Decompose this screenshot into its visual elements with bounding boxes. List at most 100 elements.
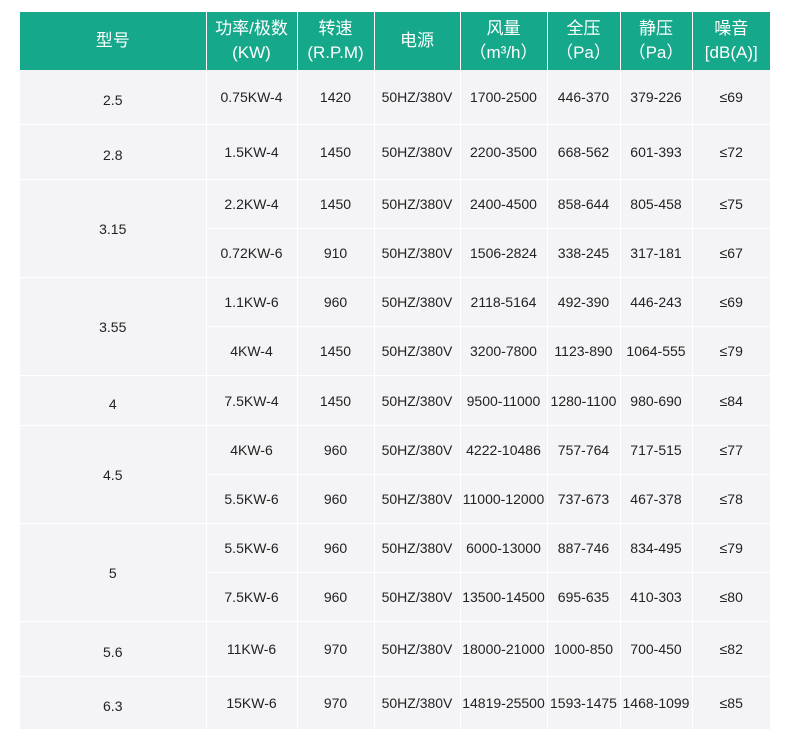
power-cell: 4KW-6 [206,425,298,475]
header-row: 型号 功率/极数 (KW) 转速 (R.P.M) 电源 风量 （m³/h） 全压… [20,12,770,70]
supply-cell: 50HZ/380V [374,676,461,730]
speed-cell: 1450 [297,179,375,229]
static-pressure-cell: 446-243 [620,277,693,327]
model-cell: 4 [20,375,207,426]
fan-spec-table: 型号 功率/极数 (KW) 转速 (R.P.M) 电源 风量 （m³/h） 全压… [20,12,770,730]
supply-cell: 50HZ/380V [374,70,461,125]
airflow-cell: 13500-14500 [460,572,548,622]
power-cell: 5.5KW-6 [206,474,298,524]
header-noise-line2: [dB(A)] [704,43,758,62]
static-pressure-cell: 980-690 [620,375,693,426]
header-power-supply: 电源 [374,12,461,70]
header-airflow-line1: 风量 [486,19,521,38]
total-pressure-cell: 338-245 [547,228,621,278]
noise-cell: ≤79 [692,523,770,573]
table-row: 2.5 0.75KW-4 1420 50HZ/380V 1700-2500 44… [20,70,770,125]
airflow-cell: 1700-2500 [460,70,548,125]
total-pressure-cell: 446-370 [547,70,621,125]
header-total-pressure-line1: 全压 [566,19,601,38]
speed-cell: 1450 [297,124,375,180]
airflow-cell: 6000-13000 [460,523,548,573]
table-row: 5.6 11KW-6 970 50HZ/380V 18000-21000 100… [20,621,770,677]
speed-cell: 910 [297,228,375,278]
model-cell: 6.3 [20,676,207,730]
static-pressure-cell: 1064-555 [620,326,693,376]
power-cell: 5.5KW-6 [206,523,298,573]
noise-cell: ≤85 [692,676,770,730]
static-pressure-cell: 700-450 [620,621,693,677]
total-pressure-cell: 1280-1100 [547,375,621,426]
speed-cell: 960 [297,425,375,475]
header-noise: 噪音 [dB(A)] [692,12,770,70]
speed-cell: 1450 [297,375,375,426]
noise-cell: ≤67 [692,228,770,278]
airflow-cell: 2118-5164 [460,277,548,327]
header-airflow: 风量 （m³/h） [460,12,548,70]
table-row: 3.55 1.1KW-6 960 50HZ/380V 2118-5164 492… [20,277,770,376]
table-row: 0.72KW-6 910 50HZ/380V 1506-2824 338-245… [20,228,770,278]
static-pressure-cell: 317-181 [620,228,693,278]
total-pressure-cell: 695-635 [547,572,621,622]
supply-cell: 50HZ/380V [374,375,461,426]
table-row: 6.3 15KW-6 970 50HZ/380V 14819-25500 159… [20,676,770,730]
noise-cell: ≤77 [692,425,770,475]
model-cell: 3.55 [20,277,207,376]
power-cell: 4KW-4 [206,326,298,376]
noise-cell: ≤84 [692,375,770,426]
header-static-pressure: 静压 （Pa） [620,12,693,70]
table-row: 4 7.5KW-4 1450 50HZ/380V 9500-11000 1280… [20,375,770,426]
airflow-cell: 11000-12000 [460,474,548,524]
supply-cell: 50HZ/380V [374,572,461,622]
header-speed-line1: 转速 [318,19,353,38]
model-cell: 5 [20,523,207,622]
airflow-cell: 14819-25500 [460,676,548,730]
static-pressure-cell: 379-226 [620,70,693,125]
total-pressure-cell: 858-644 [547,179,621,229]
header-total-pressure: 全压 （Pa） [547,12,621,70]
total-pressure-cell: 1593-1475 [547,676,621,730]
header-power: 功率/极数 (KW) [206,12,298,70]
total-pressure-cell: 757-764 [547,425,621,475]
supply-cell: 50HZ/380V [374,474,461,524]
power-cell: 2.2KW-4 [206,179,298,229]
total-pressure-cell: 668-562 [547,124,621,180]
header-power-line2: (KW) [232,43,271,62]
noise-cell: ≤69 [692,70,770,125]
table-row: 4KW-4 1450 50HZ/380V 3200-7800 1123-890 … [20,326,770,376]
table-row: 4.5 4KW-6 960 50HZ/380V 4222-10486 757-7… [20,425,770,524]
supply-cell: 50HZ/380V [374,621,461,677]
power-cell: 15KW-6 [206,676,298,730]
noise-cell: ≤69 [692,277,770,327]
model-cell: 4.5 [20,425,207,524]
noise-cell: ≤72 [692,124,770,180]
power-cell: 1.1KW-6 [206,277,298,327]
header-static-pressure-line2: （Pa） [628,43,684,62]
model-cell: 3.15 [20,179,207,278]
speed-cell: 1420 [297,70,375,125]
table-row: 2.8 1.5KW-4 1450 50HZ/380V 2200-3500 668… [20,124,770,180]
static-pressure-cell: 410-303 [620,572,693,622]
total-pressure-cell: 1123-890 [547,326,621,376]
speed-cell: 970 [297,621,375,677]
supply-cell: 50HZ/380V [374,425,461,475]
airflow-cell: 1506-2824 [460,228,548,278]
airflow-cell: 2400-4500 [460,179,548,229]
speed-cell: 960 [297,523,375,573]
static-pressure-cell: 834-495 [620,523,693,573]
noise-cell: ≤80 [692,572,770,622]
noise-cell: ≤78 [692,474,770,524]
static-pressure-cell: 467-378 [620,474,693,524]
total-pressure-cell: 492-390 [547,277,621,327]
supply-cell: 50HZ/380V [374,179,461,229]
speed-cell: 960 [297,572,375,622]
supply-cell: 50HZ/380V [374,523,461,573]
noise-cell: ≤75 [692,179,770,229]
airflow-cell: 3200-7800 [460,326,548,376]
power-cell: 7.5KW-6 [206,572,298,622]
supply-cell: 50HZ/380V [374,124,461,180]
header-model: 型号 [20,12,207,70]
table-row: 5.5KW-6 960 50HZ/380V 11000-12000 737-67… [20,474,770,524]
power-cell: 11KW-6 [206,621,298,677]
static-pressure-cell: 805-458 [620,179,693,229]
model-cell: 2.5 [20,70,207,125]
